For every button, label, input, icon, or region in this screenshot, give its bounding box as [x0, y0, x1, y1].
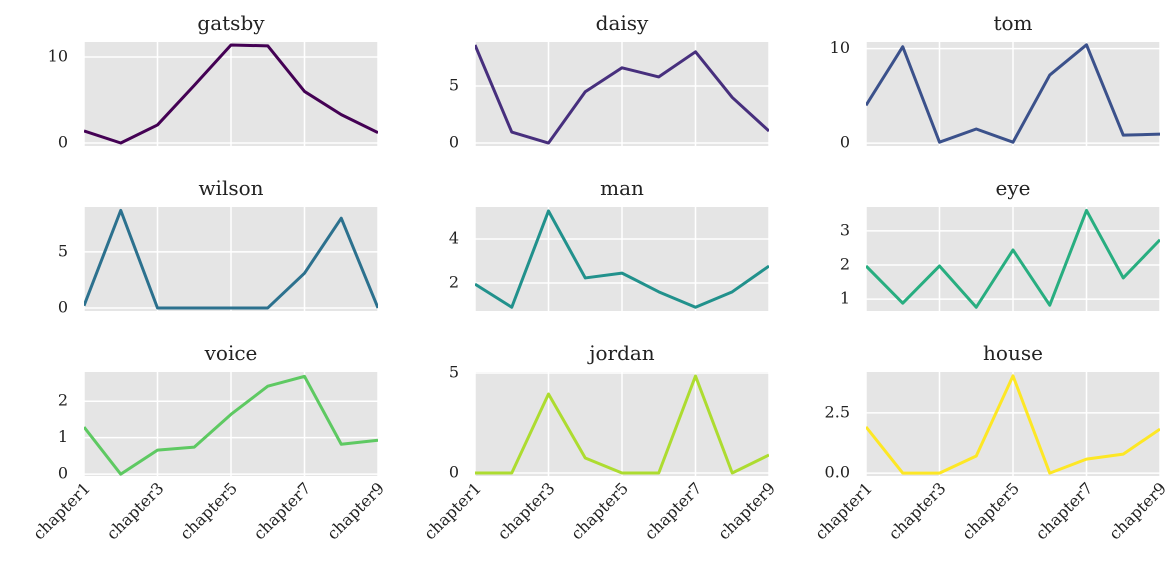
- chart-title: house: [983, 341, 1043, 365]
- y-tick-label: 5: [449, 363, 459, 382]
- x-tick-label: chapter7: [250, 479, 315, 544]
- y-tick-label: 0: [58, 132, 68, 151]
- chart-title: tom: [993, 11, 1032, 35]
- y-tick-label: 2: [58, 391, 68, 410]
- y-tick-label: 3: [840, 220, 850, 239]
- y-tick-label: 0: [840, 133, 850, 152]
- y-tick-label: 0: [449, 133, 459, 152]
- panel: wilson 0 5: [58, 176, 379, 316]
- chart-title: daisy: [596, 11, 649, 35]
- x-tick-label: chapter1: [420, 479, 485, 544]
- y-tick-label: 1: [58, 427, 68, 446]
- x-tick-label: chapter7: [641, 479, 706, 544]
- y-tick-label: 5: [449, 76, 459, 95]
- y-tick-label: 0: [58, 464, 68, 483]
- y-tick-label: 2: [449, 273, 459, 292]
- data-line: [84, 374, 378, 476]
- x-tick-label: chapter9: [714, 479, 779, 544]
- y-tick-label: 2: [840, 254, 850, 273]
- x-tick-label: chapter3: [103, 479, 168, 544]
- x-tick-label: chapter9: [1105, 479, 1170, 544]
- data-line: [866, 43, 1160, 144]
- panel: voice chapter1 chapter3 chapter5 chapter7 cha…: [29, 341, 388, 543]
- x-tick-label: chapter3: [885, 479, 950, 544]
- y-tick-label: 0.0: [825, 463, 850, 482]
- y-tick-label: 0: [58, 297, 68, 316]
- y-tick-label: 2.5: [825, 402, 850, 421]
- x-tick-label: chapter7: [1032, 479, 1097, 544]
- chart-title: wilson: [198, 176, 263, 200]
- y-tick-label: 1: [840, 289, 850, 308]
- chart-title: jordan: [587, 341, 655, 365]
- data-line: [866, 208, 1160, 309]
- chart-title: voice: [204, 341, 258, 365]
- chart-title: gatsby: [197, 11, 265, 35]
- x-tick-label: chapter5: [176, 479, 241, 544]
- data-line: [475, 374, 769, 475]
- panel: eye 1 2 3: [840, 176, 1161, 311]
- panel: man 2 4: [449, 176, 770, 311]
- data-line: [84, 208, 378, 310]
- y-tick-label: 4: [449, 228, 459, 247]
- chart-title: eye: [996, 176, 1031, 200]
- y-tick-label: 10: [830, 38, 850, 57]
- panel: daisy 0 5: [449, 11, 770, 152]
- panel: jordan chapter1 chapter3 chapter5 chapter7 ch…: [420, 341, 779, 543]
- panel: gatsby 0 10: [48, 11, 379, 151]
- y-tick-label: 10: [48, 47, 68, 66]
- x-tick-label: chapter3: [494, 479, 559, 544]
- chart-title: man: [600, 176, 644, 200]
- y-tick-label: 5: [58, 241, 68, 260]
- panel: tom 0 10: [830, 11, 1161, 152]
- data-line: [475, 44, 769, 145]
- data-line: [866, 374, 1160, 475]
- x-tick-label: chapter1: [29, 479, 94, 544]
- x-tick-label: chapter5: [958, 479, 1023, 544]
- y-tick-label: 0: [449, 463, 459, 482]
- data-line: [475, 209, 769, 309]
- x-tick-label: chapter5: [567, 479, 632, 544]
- data-line: [84, 43, 378, 145]
- x-tick-label: chapter1: [811, 479, 876, 544]
- x-tick-label: chapter9: [323, 479, 388, 544]
- panel: house chapter1 chapter3 chapter5 chapter7 cha…: [811, 341, 1170, 543]
